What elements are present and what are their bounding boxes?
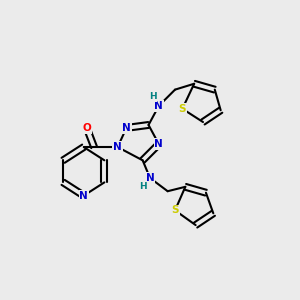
Text: O: O (82, 123, 91, 133)
Text: N: N (113, 142, 122, 152)
Text: H: H (149, 92, 157, 101)
Text: N: N (122, 123, 131, 133)
Text: N: N (146, 173, 154, 183)
Text: N: N (80, 190, 88, 201)
Text: N: N (154, 139, 163, 149)
Text: S: S (178, 104, 186, 114)
Text: N: N (154, 101, 163, 111)
Text: S: S (171, 206, 179, 215)
Text: H: H (139, 182, 146, 191)
